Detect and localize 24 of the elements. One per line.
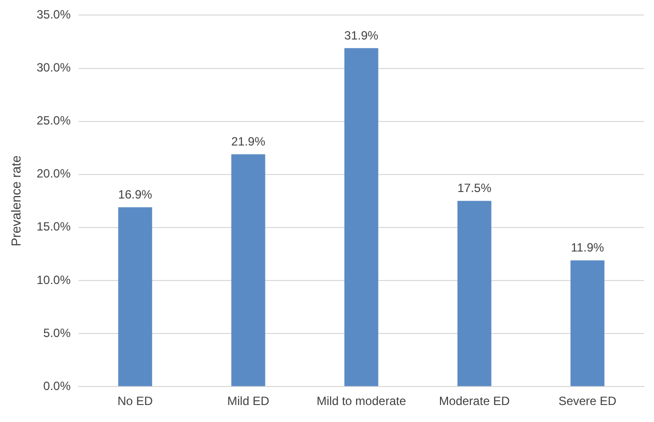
data-label: 17.5% (457, 181, 492, 196)
bar (118, 207, 152, 386)
y-tick-label: 25.0% (36, 114, 71, 128)
x-tick-label: Severe ED (558, 394, 617, 408)
y-tick-label: 0.0% (43, 378, 71, 393)
data-label: 21.9% (231, 134, 266, 149)
bar (570, 260, 604, 386)
data-label: 11.9% (570, 240, 604, 255)
y-tick-label: 20.0% (36, 166, 71, 181)
bar (344, 48, 378, 386)
x-tick-label: Mild to moderate (316, 394, 406, 408)
x-tick-label: Moderate ED (439, 394, 510, 408)
y-tick-label: 30.0% (36, 60, 71, 75)
y-axis-title: Prevalence rate (8, 155, 24, 246)
x-tick-label: Mild ED (227, 394, 270, 408)
y-tick-label: 5.0% (43, 326, 71, 340)
y-tick-label: 10.0% (36, 272, 71, 287)
data-label: 16.9% (118, 188, 153, 202)
y-tick-label: 15.0% (36, 220, 71, 234)
bar (231, 154, 266, 386)
x-tick-label: No ED (117, 394, 154, 408)
bar (457, 200, 492, 386)
data-label: 31.9% (344, 28, 379, 42)
y-tick-label: 35.0% (36, 8, 71, 22)
